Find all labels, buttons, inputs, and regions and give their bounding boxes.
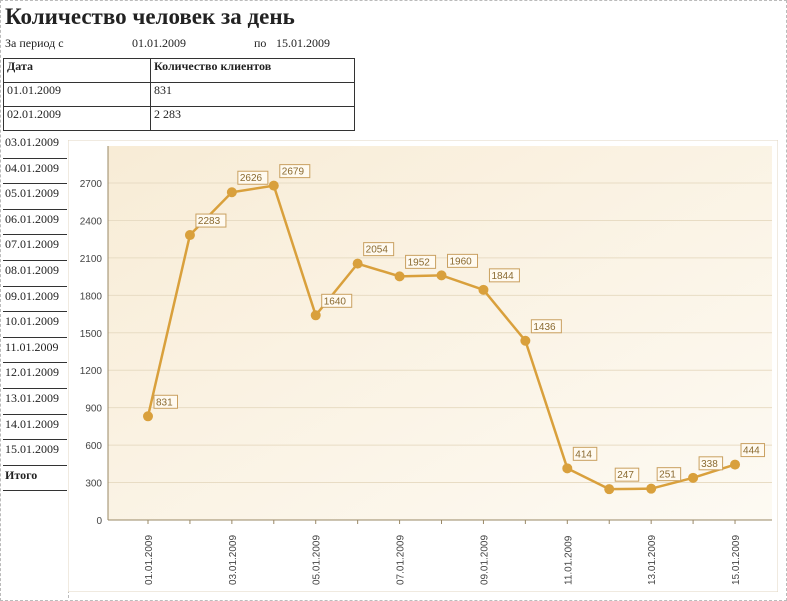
period-from-label: За период с <box>5 36 64 50</box>
x-tick-label: 09.01.2009 <box>479 535 490 585</box>
report-title: Количество человек за день <box>5 4 295 29</box>
data-label: 2679 <box>282 167 305 178</box>
x-tick-label: 11.01.2009 <box>563 535 574 585</box>
date-row: 06.01.2009 <box>3 210 67 236</box>
date-row: 03.01.2009 <box>3 133 67 159</box>
date-row: 12.01.2009 <box>3 363 67 389</box>
data-point <box>268 180 279 191</box>
period-to-label: по <box>254 36 267 50</box>
y-tick-label: 300 <box>85 479 102 490</box>
data-label-box <box>321 293 353 308</box>
y-tick-label: 2700 <box>80 179 103 190</box>
data-point <box>478 284 489 295</box>
data-label: 1640 <box>324 296 347 307</box>
data-label: 1844 <box>491 271 514 282</box>
cell-date: 02.01.2009 <box>3 106 151 131</box>
data-label: 831 <box>156 397 173 408</box>
y-tick-label: 1800 <box>80 291 103 302</box>
data-point <box>436 270 447 281</box>
date-row: 13.01.2009 <box>3 389 67 415</box>
data-label-box <box>572 446 598 461</box>
date-row: 10.01.2009 <box>3 312 67 338</box>
date-row: 08.01.2009 <box>3 261 67 287</box>
data-label-box <box>447 253 479 268</box>
data-label: 247 <box>617 470 634 481</box>
data-point <box>352 258 363 269</box>
date-row: 15.01.2009 <box>3 440 67 466</box>
date-row: 11.01.2009 <box>3 338 67 364</box>
data-label-box <box>195 213 227 228</box>
x-tick-label: 01.01.2009 <box>144 535 155 585</box>
data-label: 2283 <box>198 216 221 227</box>
data-label-box <box>279 164 311 179</box>
data-label-box <box>488 268 520 283</box>
total-label: Итого <box>3 466 67 492</box>
data-point <box>604 484 615 495</box>
data-label: 1436 <box>533 322 556 333</box>
data-point <box>394 271 405 282</box>
data-label-box <box>740 443 766 458</box>
data-label: 2054 <box>366 245 389 256</box>
data-label-box <box>363 242 395 257</box>
data-point <box>730 459 741 470</box>
data-label: 338 <box>701 459 718 470</box>
y-tick-label: 2100 <box>80 254 103 265</box>
data-point <box>520 335 531 346</box>
table-row: 01.01.2009 831 <box>3 82 355 107</box>
data-label-box <box>614 467 640 482</box>
data-point <box>226 187 237 198</box>
y-tick-label: 2400 <box>80 216 103 227</box>
y-tick-label: 1200 <box>80 366 103 377</box>
x-tick-label: 07.01.2009 <box>396 535 407 585</box>
x-tick-label: 05.01.2009 <box>312 535 323 585</box>
data-point <box>143 411 153 422</box>
y-tick-label: 600 <box>85 441 102 452</box>
date-row: 09.01.2009 <box>3 287 67 313</box>
date-row: 14.01.2009 <box>3 415 67 441</box>
y-tick-label: 1500 <box>80 329 103 340</box>
header-date: Дата <box>3 58 151 83</box>
data-point <box>646 483 657 494</box>
x-tick-label: 15.01.2009 <box>731 535 742 585</box>
data-label: 414 <box>575 449 592 460</box>
data-label-box <box>237 170 269 185</box>
data-label-box <box>153 394 178 409</box>
table-row: 02.01.2009 2 283 <box>3 106 355 131</box>
date-row: 05.01.2009 <box>3 184 67 210</box>
data-label-box <box>530 319 562 334</box>
data-label: 2626 <box>240 173 263 184</box>
date-row: 07.01.2009 <box>3 235 67 261</box>
date-row: 04.01.2009 <box>3 159 67 185</box>
data-label: 251 <box>659 470 676 481</box>
data-label-box <box>405 254 437 269</box>
cell-date: 01.01.2009 <box>3 82 151 107</box>
data-label: 1960 <box>450 256 473 267</box>
data-point <box>562 463 573 474</box>
period-from: 01.01.2009 <box>132 36 186 50</box>
data-table: Дата Количество клиентов 01.01.2009 831 02… <box>3 58 355 131</box>
line-chart: 0 300 600 900 1200 1500 1800 2100 2400 2700 01.01.… <box>68 140 778 592</box>
data-point <box>688 472 699 483</box>
data-point <box>310 310 321 321</box>
data-label-box <box>656 467 682 482</box>
data-label: 444 <box>743 446 760 457</box>
data-label-box <box>698 456 724 471</box>
date-list: 03.01.2009 04.01.2009 05.01.2009 06.01.2009… <box>3 133 67 492</box>
y-tick-label: 900 <box>85 404 102 415</box>
y-tick-label: 0 <box>96 516 102 527</box>
header-count: Количество клиентов <box>150 58 355 83</box>
x-tick-label: 13.01.2009 <box>647 535 658 585</box>
cell-count: 2 283 <box>150 106 355 131</box>
x-tick-label: 03.01.2009 <box>228 535 239 585</box>
data-label: 1952 <box>408 257 431 268</box>
cell-count: 831 <box>150 82 355 107</box>
period-to: 15.01.2009 <box>276 36 330 50</box>
data-point <box>184 230 195 241</box>
